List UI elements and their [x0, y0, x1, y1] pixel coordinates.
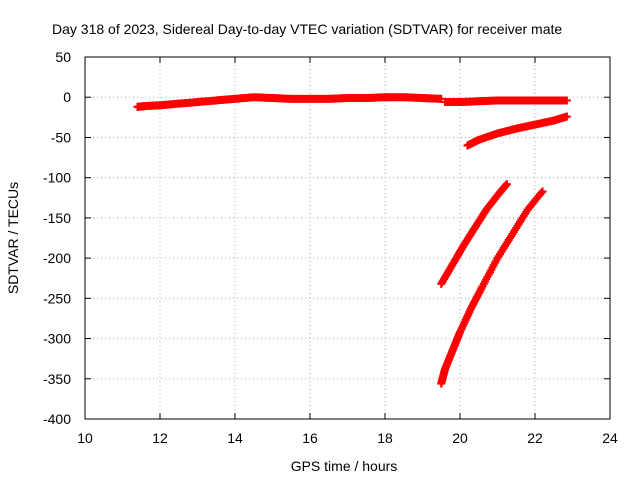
data-series: [441, 96, 571, 107]
y-tick-label: -50: [51, 129, 71, 145]
grid: [85, 57, 610, 419]
y-tick-label: -100: [43, 170, 71, 186]
data-series: [437, 187, 547, 388]
data-series: [463, 112, 571, 150]
y-tick-label: -150: [43, 210, 71, 226]
data-point: [538, 187, 547, 196]
x-tick-label: 14: [227, 430, 243, 446]
data-series: [437, 180, 511, 288]
data-point: [562, 112, 571, 121]
data-series: [133, 93, 446, 111]
plot-frame: [84, 56, 611, 420]
data-point: [502, 180, 511, 189]
y-tick-label: -200: [43, 250, 71, 266]
chart-title: Day 318 of 2023, Sidereal Day-to-day VTE…: [52, 21, 562, 37]
data-point: [562, 96, 571, 105]
x-tick-label: 18: [377, 430, 393, 446]
x-tick-label: 24: [602, 430, 618, 446]
y-tick-label: 0: [63, 89, 71, 105]
y-tick-label: -300: [43, 331, 71, 347]
x-tick-label: 16: [302, 430, 318, 446]
x-tick-label: 22: [527, 430, 543, 446]
y-tick-label: -250: [43, 290, 71, 306]
x-tick-label: 12: [152, 430, 168, 446]
data-points: [133, 93, 571, 388]
y-tick-label: 50: [55, 49, 71, 65]
x-tick-label: 10: [77, 430, 93, 446]
y-axis-label: SDTVAR / TECUs: [5, 182, 21, 294]
x-tick-label: 20: [452, 430, 468, 446]
axis-ticks: 10 12 14 16 18 20 22 24 50 0 -50 -100 -150 -200 -250 -3…: [43, 49, 618, 446]
y-tick-label: -350: [43, 371, 71, 387]
y-tick-label: -400: [43, 411, 71, 427]
data-point: [537, 188, 546, 197]
x-axis-label: GPS time / hours: [291, 458, 398, 474]
